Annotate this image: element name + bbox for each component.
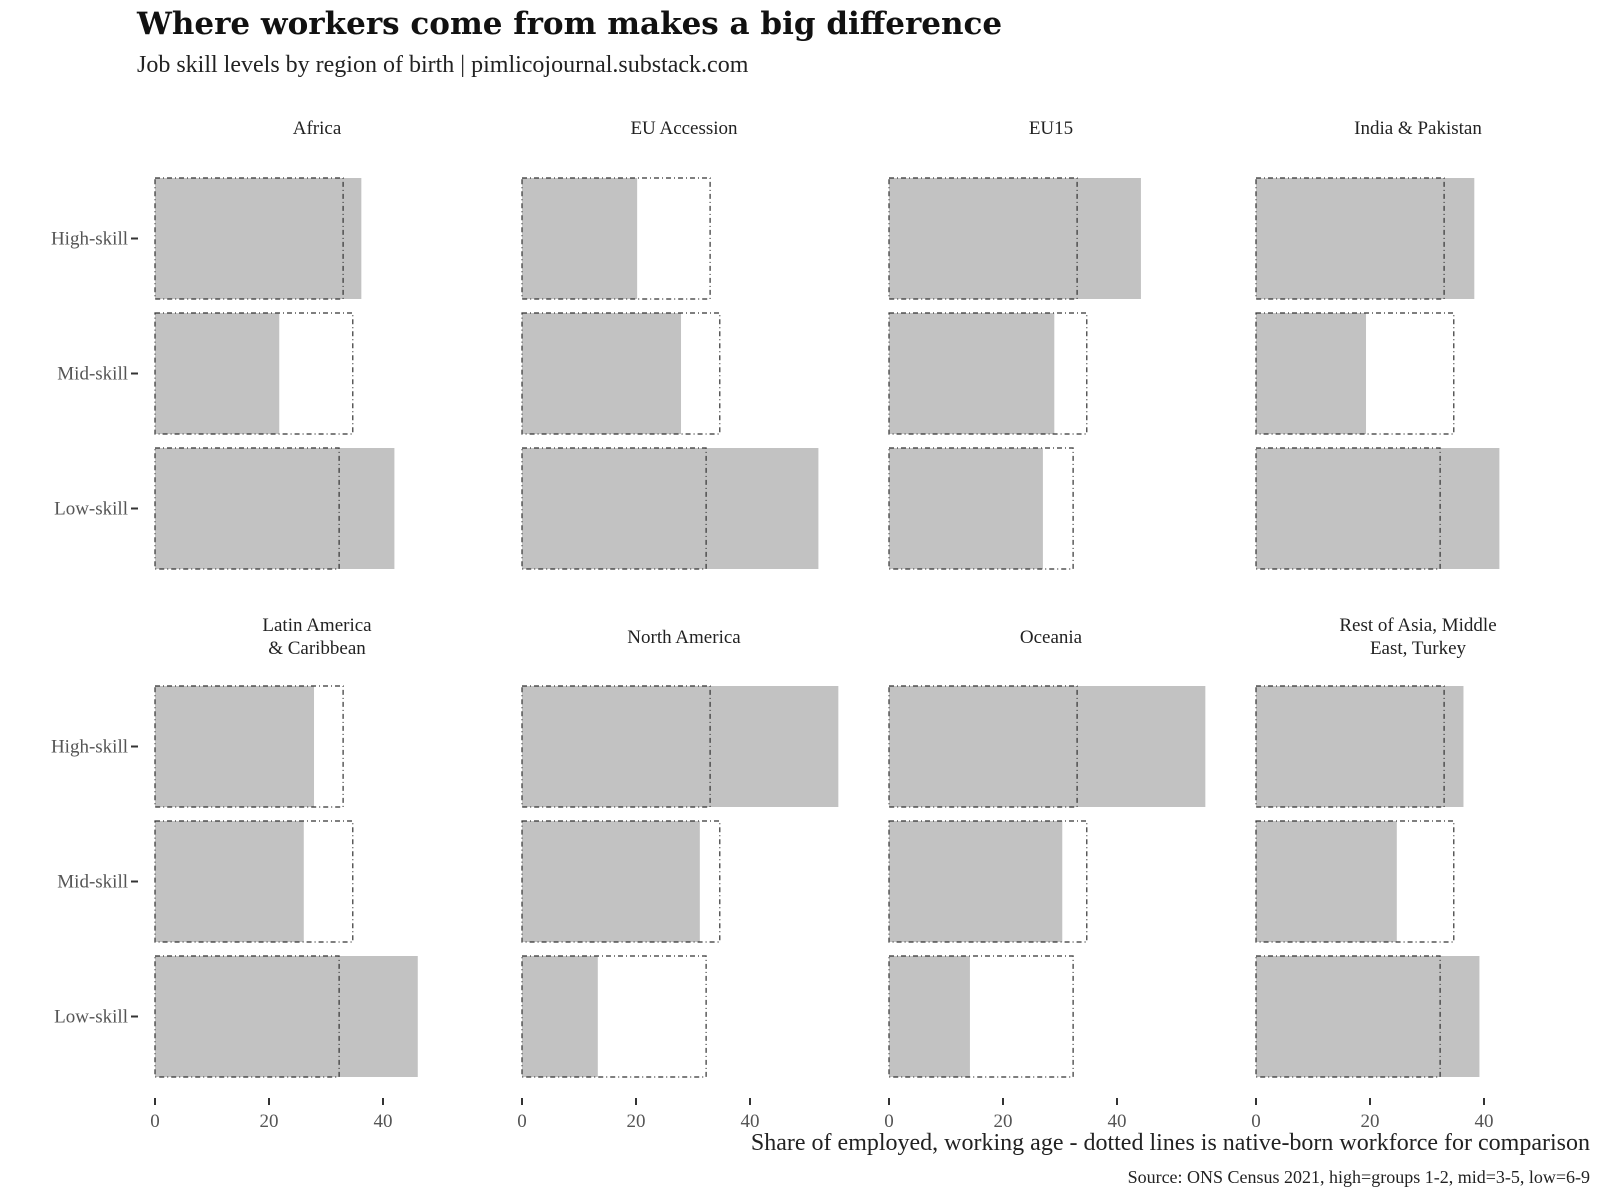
bar (889, 313, 1055, 434)
bar (155, 313, 280, 434)
reference-outline (1255, 177, 1445, 300)
reference-outline (521, 447, 707, 570)
reference-outline (888, 447, 1074, 570)
y-tick-label: Low-skill (54, 499, 128, 520)
y-tick-label: High-skill (51, 737, 128, 758)
x-tick-label: 20 (627, 1111, 646, 1132)
facet-panel: Latin America& Caribbean High-skill Mid-sk… (51, 615, 418, 1132)
x-tick-label: 0 (1251, 1111, 1261, 1132)
bar (1256, 821, 1397, 942)
bar (889, 178, 1141, 299)
x-tick-label: 40 (741, 1111, 760, 1132)
y-tick-label: Low-skill (54, 1007, 128, 1028)
bar (522, 178, 638, 299)
bar (1256, 956, 1480, 1077)
reference-outline (1255, 685, 1445, 808)
bar (522, 686, 839, 807)
facet-label: & Caribbean (268, 638, 366, 659)
reference-outline (888, 820, 1088, 943)
reference-outline (521, 955, 707, 1078)
bar (1256, 313, 1367, 434)
bar (522, 821, 700, 942)
reference-outline (521, 312, 721, 435)
x-tick-label: 0 (884, 1111, 894, 1132)
reference-outline (888, 955, 1074, 1078)
x-tick-label: 40 (1475, 1111, 1494, 1132)
reference-outline (888, 685, 1078, 808)
y-tick-label: Mid-skill (57, 872, 128, 893)
bar (889, 448, 1043, 569)
facet-panel: Africa High-skill Mid-skill Low-skill (51, 118, 395, 570)
reference-outline (154, 685, 344, 808)
reference-outline (154, 955, 340, 1078)
facet-panel: Oceania 0 20 40 (884, 627, 1206, 1132)
x-tick-label: 20 (994, 1111, 1013, 1132)
reference-outline (154, 820, 354, 943)
facet-label: Latin America (262, 615, 372, 636)
bar (1256, 448, 1500, 569)
facet-label: Oceania (1020, 627, 1083, 648)
reference-outline (154, 312, 354, 435)
reference-outline (1255, 955, 1441, 1078)
x-tick-label: 0 (150, 1111, 160, 1132)
facet-label: North America (627, 627, 741, 648)
bar (889, 956, 970, 1077)
x-tick-label: 40 (1108, 1111, 1127, 1132)
reference-outline (154, 447, 340, 570)
bar (155, 448, 395, 569)
chart-title: Where workers come from makes a big diff… (137, 6, 1003, 42)
y-tick-label: Mid-skill (57, 364, 128, 385)
facet-label: East, Turkey (1370, 638, 1467, 659)
x-tick-label: 40 (374, 1111, 393, 1132)
facet-label: Rest of Asia, Middle (1339, 615, 1496, 636)
bar (155, 821, 304, 942)
facet-panel: North America 0 20 40 (517, 627, 839, 1132)
y-tick-label: High-skill (51, 229, 128, 250)
bar (522, 313, 682, 434)
facet-panel: EU15 (888, 118, 1141, 570)
facet-label: Africa (293, 118, 342, 139)
bar (1256, 178, 1475, 299)
reference-outline (888, 177, 1078, 300)
chart-subtitle: Job skill levels by region of birth | pi… (137, 52, 749, 78)
reference-outline (888, 312, 1088, 435)
reference-outline (1255, 447, 1441, 570)
bar (1256, 686, 1464, 807)
facet-panel: India & Pakistan (1255, 118, 1500, 570)
x-axis-label: Share of employed, working age - dotted … (750, 1130, 1590, 1156)
x-tick-label: 20 (260, 1111, 279, 1132)
facet-panel: EU Accession (521, 118, 819, 570)
bar (522, 956, 598, 1077)
facet-label: EU15 (1029, 118, 1073, 139)
source-note: Source: ONS Census 2021, high=groups 1-2… (1127, 1167, 1590, 1187)
bar (155, 956, 418, 1077)
facet-label: India & Pakistan (1354, 118, 1482, 139)
bar (889, 686, 1206, 807)
bar (155, 686, 315, 807)
x-tick-label: 20 (1361, 1111, 1380, 1132)
bar (522, 448, 819, 569)
reference-outline (154, 177, 344, 300)
bar (889, 821, 1063, 942)
reference-outline (521, 820, 721, 943)
reference-outline (1255, 820, 1455, 943)
reference-outline (521, 685, 711, 808)
facet-label: EU Accession (630, 118, 738, 139)
reference-outline (521, 177, 711, 300)
bar (155, 178, 362, 299)
x-tick-label: 0 (517, 1111, 527, 1132)
reference-outline (1255, 312, 1455, 435)
